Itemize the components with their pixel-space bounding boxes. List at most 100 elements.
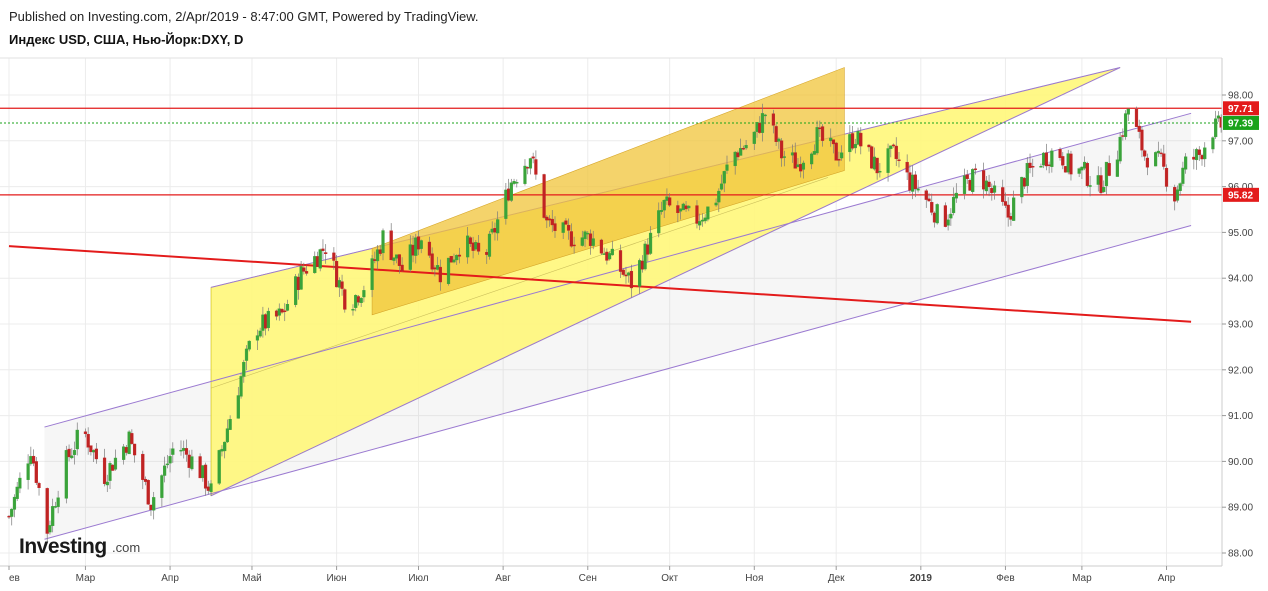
candle: [703, 214, 707, 224]
candle-body-down: [908, 172, 912, 191]
candle: [343, 288, 347, 313]
candle-body-down: [820, 126, 825, 141]
candle-body-up: [51, 506, 55, 526]
candle-body-up: [810, 153, 814, 165]
candle-body-down: [1044, 152, 1048, 167]
candle-body-up: [1115, 159, 1119, 177]
candle-body-up: [220, 448, 224, 452]
time-tick-label: Апр: [1158, 573, 1176, 584]
candle: [184, 439, 189, 462]
candle: [304, 265, 309, 276]
candle-body-up: [474, 242, 478, 250]
candle-body-up: [490, 228, 494, 233]
candle-body-down: [668, 197, 672, 206]
candle-body-down: [315, 256, 320, 267]
candle: [1025, 157, 1029, 194]
candle: [1140, 126, 1144, 158]
candle: [1003, 192, 1008, 208]
candle-body-up: [583, 231, 587, 240]
channel-upper-line[interactable]: [44, 112, 1192, 428]
candle: [1178, 182, 1182, 196]
candle: [512, 178, 516, 186]
candle: [315, 251, 320, 267]
channel-lower-line[interactable]: [44, 225, 1192, 540]
candle: [321, 239, 325, 260]
candle: [228, 415, 232, 430]
candle: [324, 244, 328, 264]
candle-body-up: [962, 175, 967, 194]
candle: [580, 230, 584, 247]
candle: [64, 445, 68, 504]
declining-trend-line[interactable]: [8, 245, 1192, 323]
candle: [239, 372, 243, 399]
price-tick-label: 91.00: [1228, 411, 1253, 422]
candle: [982, 162, 986, 199]
candle: [34, 456, 38, 486]
candles: [7, 103, 1222, 543]
candle-body-up: [171, 448, 175, 455]
candle-body-down: [1069, 153, 1073, 175]
candle-body-down: [203, 464, 208, 489]
candle-body-down: [34, 461, 38, 483]
candle: [741, 145, 745, 151]
time-tick-label: Июл: [408, 573, 428, 584]
candle-body-up: [992, 185, 997, 193]
candle-body-down: [321, 248, 325, 251]
candle-body-up: [935, 204, 939, 224]
candle: [45, 487, 49, 543]
candle: [130, 429, 134, 445]
candle: [294, 274, 298, 308]
candle: [1028, 153, 1032, 174]
candle-body-down: [1003, 201, 1008, 206]
candle-body-down: [1031, 166, 1035, 168]
price-tick-label: 88.00: [1228, 549, 1253, 560]
candle: [859, 127, 863, 155]
candle-body-up: [523, 165, 527, 184]
candle: [163, 456, 167, 483]
candle-body-up: [509, 182, 513, 201]
candle: [542, 173, 546, 219]
candle: [834, 141, 838, 161]
candle: [247, 340, 251, 352]
price-tags: 97.71 97.39 95.82: [1223, 101, 1259, 202]
candle-body-up: [122, 446, 126, 460]
candle-body-up: [1126, 108, 1130, 115]
candle: [108, 461, 112, 489]
candle-body-up: [504, 189, 508, 219]
candle: [132, 443, 137, 463]
candle-body-up: [886, 148, 890, 173]
candle-body-down: [102, 457, 107, 484]
candle: [908, 164, 912, 194]
candle-body-up: [337, 280, 341, 288]
candle-body-up: [223, 441, 227, 452]
candle: [1214, 110, 1218, 139]
candle: [127, 430, 131, 455]
candle: [1194, 147, 1199, 170]
candle-body-up: [665, 196, 669, 201]
candle: [717, 188, 721, 213]
candle-body-down: [599, 239, 604, 254]
candle-body-up: [954, 192, 958, 199]
candle: [1126, 108, 1130, 122]
candle-body-down: [927, 198, 931, 202]
candle: [951, 187, 956, 216]
candle-body-up: [1104, 161, 1109, 187]
candle-body-down: [1173, 187, 1177, 202]
candle: [905, 154, 909, 180]
candle: [299, 260, 303, 290]
candle: [965, 169, 969, 184]
candle: [954, 183, 958, 203]
candle-body-down: [1028, 162, 1032, 169]
candle-body-up: [163, 465, 167, 476]
candle: [168, 448, 172, 473]
candle: [504, 182, 508, 225]
investing-logo: Investing .com: [19, 535, 140, 558]
candle: [971, 168, 975, 194]
candle: [793, 142, 797, 169]
candle-body-down: [324, 252, 328, 254]
candle-body-up: [602, 253, 606, 255]
candle: [1184, 153, 1188, 174]
candle: [160, 474, 164, 507]
candle-body-up: [1211, 137, 1215, 150]
